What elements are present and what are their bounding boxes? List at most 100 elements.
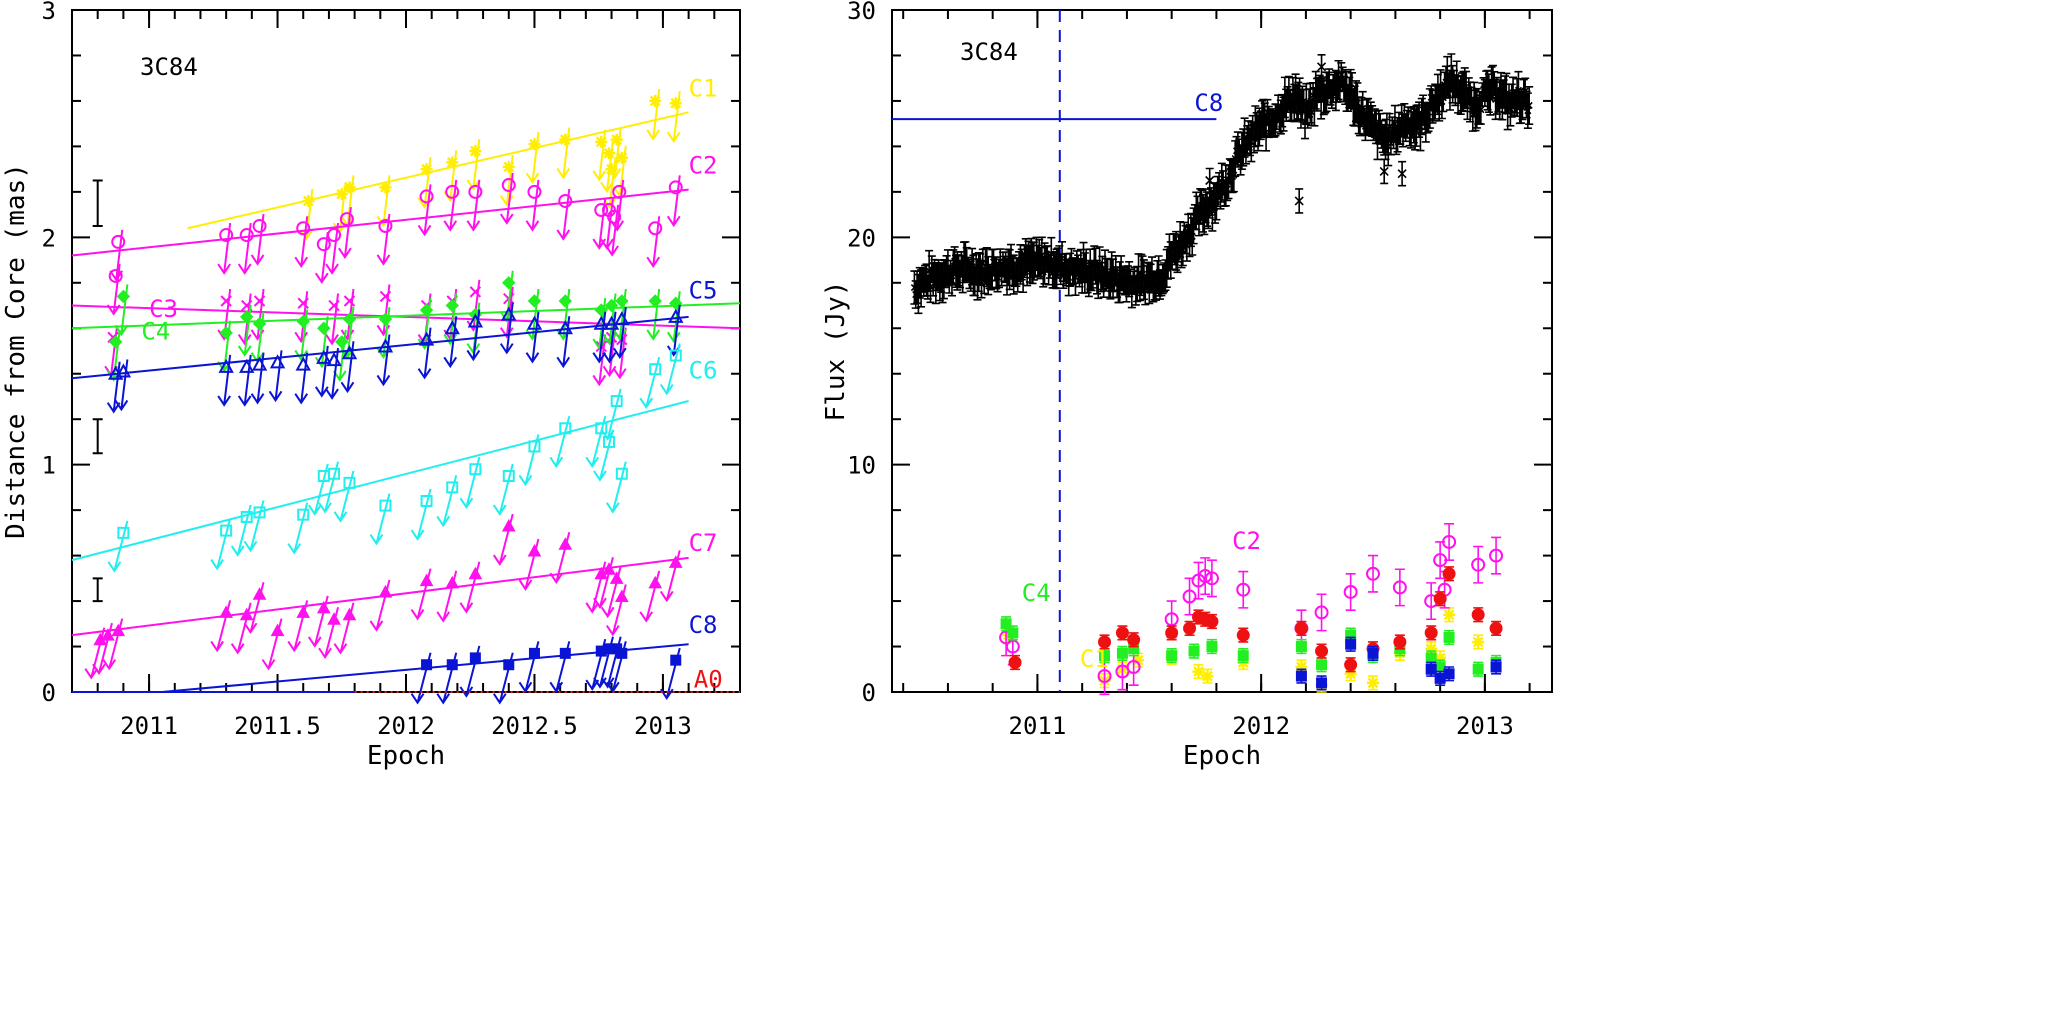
right-total-flux-outlier: [1397, 160, 1407, 187]
left-point-arrow-c2: [314, 232, 329, 284]
right-total-flux-point: [1376, 112, 1385, 145]
right-total-flux-point: [1098, 255, 1107, 291]
left-point-arrow-c6: [333, 470, 355, 523]
right-total-flux-point: [949, 249, 958, 286]
left-point-c5: [269, 354, 286, 369]
right-point-errbar-c2: [1368, 554, 1379, 593]
right-point-c4: [1237, 650, 1249, 662]
right-total-flux-point: [1431, 83, 1440, 120]
right-point-errbar-c2: [1491, 536, 1502, 575]
right-total-flux-point: [1193, 195, 1202, 225]
right-annotation-c2: C2: [1232, 527, 1261, 555]
left-point-c7: [419, 573, 434, 587]
left-point-c5: [526, 315, 543, 330]
left-point-c6: [117, 526, 130, 539]
right-ytick-label: 20: [847, 224, 876, 252]
left-point-c4: [252, 317, 267, 331]
right-point-c4: [1000, 618, 1012, 630]
right-total-flux-point: [1456, 74, 1465, 115]
right-total-flux-point: [1409, 106, 1418, 144]
left-point-c4: [342, 312, 357, 326]
right-total-flux-point: [1509, 76, 1518, 110]
left-point-c2: [219, 228, 234, 243]
right-total-flux-point: [1334, 59, 1343, 101]
right-total-flux-point: [913, 270, 922, 304]
left-point-c6: [220, 524, 233, 537]
right-total-flux-point: [1443, 55, 1452, 97]
left-point-c1: [602, 147, 615, 160]
right-total-flux-point: [974, 251, 983, 293]
left-point-arrow-c6: [210, 518, 232, 571]
left-point-c7: [111, 623, 126, 637]
right-total-flux-point: [1007, 243, 1016, 280]
right-total-flux-point: [1239, 128, 1248, 167]
right-total-flux-point: [1188, 217, 1197, 256]
right-point-c5: [1442, 567, 1456, 581]
right-point-c2: [1005, 639, 1020, 654]
right-point-c1: [1295, 660, 1308, 673]
right-total-flux-point: [1326, 79, 1335, 106]
left-point-arrow-c6: [318, 461, 340, 514]
right-total-flux-point: [1013, 257, 1022, 293]
right-total-flux-outlier: [1294, 188, 1304, 214]
right-total-flux-point: [1523, 92, 1532, 129]
right-total-flux-point: [1248, 114, 1257, 140]
right-total-flux-point: [1450, 69, 1459, 99]
right-point-c1: [1472, 635, 1485, 648]
left-point-c2: [252, 218, 267, 233]
right-total-flux-point: [1005, 248, 1014, 291]
left-point-arrow-c6: [230, 504, 252, 557]
left-point-c1: [446, 156, 459, 169]
right-total-flux-point: [1311, 70, 1320, 110]
right-total-flux-point: [1135, 276, 1144, 302]
left-point-c8: [446, 659, 458, 671]
left-point-c6: [379, 499, 392, 512]
left-point-c8: [528, 647, 540, 659]
right-total-flux-point: [1052, 248, 1061, 290]
left-point-c4: [108, 335, 123, 349]
left-point-c1: [595, 135, 608, 148]
right-total-flux-point: [1417, 97, 1426, 136]
right-point-errbar-c2: [1345, 572, 1356, 611]
left-point-arrow-c5: [340, 341, 355, 394]
left-title: 3C84: [140, 53, 198, 81]
right-point-c2: [1182, 589, 1197, 604]
right-total-flux-point: [1283, 85, 1292, 113]
left-point-arrow-c6: [593, 429, 614, 482]
left-point-c7: [527, 544, 542, 557]
left-point-arrow-c1: [525, 132, 540, 184]
left-point-arrow-c2: [525, 179, 540, 232]
right-total-flux-point: [1204, 196, 1213, 230]
right-total-flux-point: [1525, 85, 1534, 125]
left-point-c2: [239, 228, 254, 243]
left-fit-line-c6: [71, 400, 689, 562]
right-total-flux-point: [911, 280, 920, 309]
left-point-c2: [612, 184, 627, 199]
left-point-c7: [219, 605, 233, 618]
right-point-c2: [1126, 659, 1141, 674]
left-point-arrow-c2: [610, 179, 625, 232]
left-point-c7: [468, 566, 483, 580]
left-point-arrow-c6: [492, 463, 514, 516]
right-total-flux-point: [923, 274, 932, 300]
right-total-flux-point: [1113, 269, 1122, 299]
right-point-c8: [1443, 668, 1455, 680]
right-total-flux-point: [1185, 223, 1194, 258]
left-point-arrow-c6: [659, 343, 681, 396]
right-point-c8: [1425, 663, 1437, 675]
right-ylabel: Flux (Jy): [821, 281, 851, 422]
right-point-c5: [1433, 592, 1447, 606]
right-total-flux-point: [1369, 113, 1378, 142]
right-total-flux-point: [1133, 265, 1142, 303]
right-point-c1: [1192, 665, 1205, 678]
left-point-arrow-c2: [237, 222, 252, 275]
left-point-c4: [604, 298, 619, 313]
left-point-c1: [420, 163, 433, 176]
left-point-c2: [607, 209, 622, 224]
right-total-flux-point: [1021, 238, 1030, 275]
right-point-c4: [1166, 650, 1178, 662]
left-point-c1: [615, 151, 628, 164]
right-total-flux-point: [1072, 250, 1081, 275]
left-point-c6: [297, 508, 310, 521]
